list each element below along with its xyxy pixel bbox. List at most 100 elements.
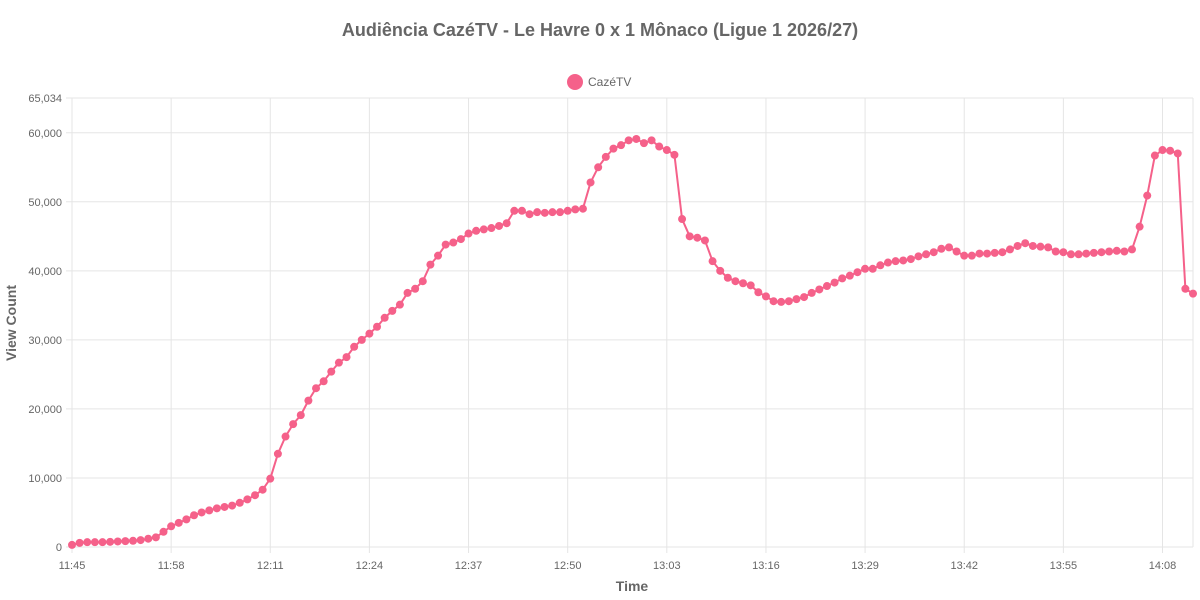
data-point (220, 502, 229, 511)
data-point (456, 235, 465, 244)
data-point (525, 210, 534, 219)
data-point (426, 260, 435, 269)
x-tick-label: 12:50 (554, 560, 582, 572)
x-tick-label: 12:24 (356, 560, 384, 572)
data-point (1028, 241, 1037, 250)
data-point (167, 522, 176, 531)
data-point (655, 142, 664, 151)
data-point (98, 538, 107, 547)
data-point (304, 396, 313, 405)
data-point (1051, 247, 1060, 256)
x-tick-label: 13:16 (752, 560, 780, 572)
data-point (90, 538, 99, 547)
data-point (418, 277, 427, 286)
y-tick-label: 10,000 (28, 473, 62, 485)
y-tick-label: 50,000 (28, 197, 62, 209)
data-point (861, 264, 870, 273)
data-point (395, 300, 404, 309)
data-point (716, 266, 725, 275)
legend: CazéTV (567, 74, 631, 90)
data-point (129, 536, 138, 545)
data-point (327, 367, 336, 376)
series-line (71, 137, 1194, 546)
data-point (1173, 149, 1182, 158)
data-point (1059, 248, 1068, 257)
data-point (731, 277, 740, 286)
data-point (388, 306, 397, 315)
x-axis-title: Time (616, 578, 649, 594)
data-point (685, 232, 694, 241)
y-tick-label: 40,000 (28, 266, 62, 278)
data-point (1166, 146, 1175, 155)
data-point (601, 152, 610, 161)
data-point (1189, 289, 1197, 298)
data-point (144, 534, 153, 543)
data-point (479, 225, 488, 234)
data-point (769, 297, 778, 306)
data-point (533, 208, 542, 217)
data-point (510, 206, 519, 215)
data-point (197, 508, 206, 517)
data-point (647, 136, 656, 145)
data-point (403, 288, 412, 297)
data-point (594, 163, 603, 172)
data-point (800, 293, 809, 302)
data-point (373, 322, 382, 331)
data-point (68, 540, 76, 549)
data-point (1120, 247, 1129, 256)
data-point (578, 204, 587, 213)
data-point (662, 146, 671, 155)
data-point (113, 537, 122, 546)
data-point (1181, 284, 1190, 293)
data-point (792, 295, 801, 304)
data-point (495, 221, 504, 230)
data-point (380, 313, 389, 322)
data-point (830, 278, 839, 287)
data-point (883, 258, 892, 267)
data-point (548, 208, 557, 217)
data-point (151, 533, 160, 542)
x-tick-label: 13:55 (1050, 560, 1078, 572)
data-point (266, 474, 275, 483)
data-point (678, 215, 687, 224)
data-point (761, 292, 770, 301)
data-point (502, 219, 511, 228)
y-tick-label: 65,034 (28, 93, 62, 105)
data-point (273, 449, 282, 458)
data-point (983, 249, 992, 258)
data-point (571, 205, 580, 214)
data-point (784, 297, 793, 306)
data-point (815, 285, 824, 294)
x-tick-label: 11:45 (59, 560, 86, 572)
data-point (1044, 243, 1053, 252)
data-point (700, 236, 709, 245)
data-point (754, 288, 763, 297)
data-point (1097, 248, 1106, 257)
y-tick-label: 30,000 (28, 335, 62, 347)
data-point (1150, 151, 1159, 160)
data-point (472, 226, 481, 235)
data-point (312, 384, 321, 393)
data-point (777, 297, 786, 306)
data-point (1143, 191, 1152, 200)
data-point (1158, 146, 1167, 155)
data-point (1066, 250, 1075, 259)
data-point (1089, 248, 1098, 257)
data-point (1127, 245, 1136, 254)
data-point (235, 498, 244, 507)
data-point (464, 229, 473, 238)
data-point (540, 208, 549, 217)
data-point (342, 353, 351, 362)
chart-title: Audiência CazéTV - Le Havre 0 x 1 Mônaco… (342, 20, 858, 40)
data-point (708, 257, 717, 266)
data-point (746, 281, 755, 290)
gridlines (66, 97, 1194, 553)
data-point (624, 136, 633, 145)
data-point (967, 251, 976, 260)
data-point (922, 250, 931, 259)
data-point (556, 208, 565, 217)
data-point (609, 144, 618, 153)
data-point (289, 420, 298, 429)
data-point (739, 279, 748, 288)
data-point (639, 139, 648, 148)
